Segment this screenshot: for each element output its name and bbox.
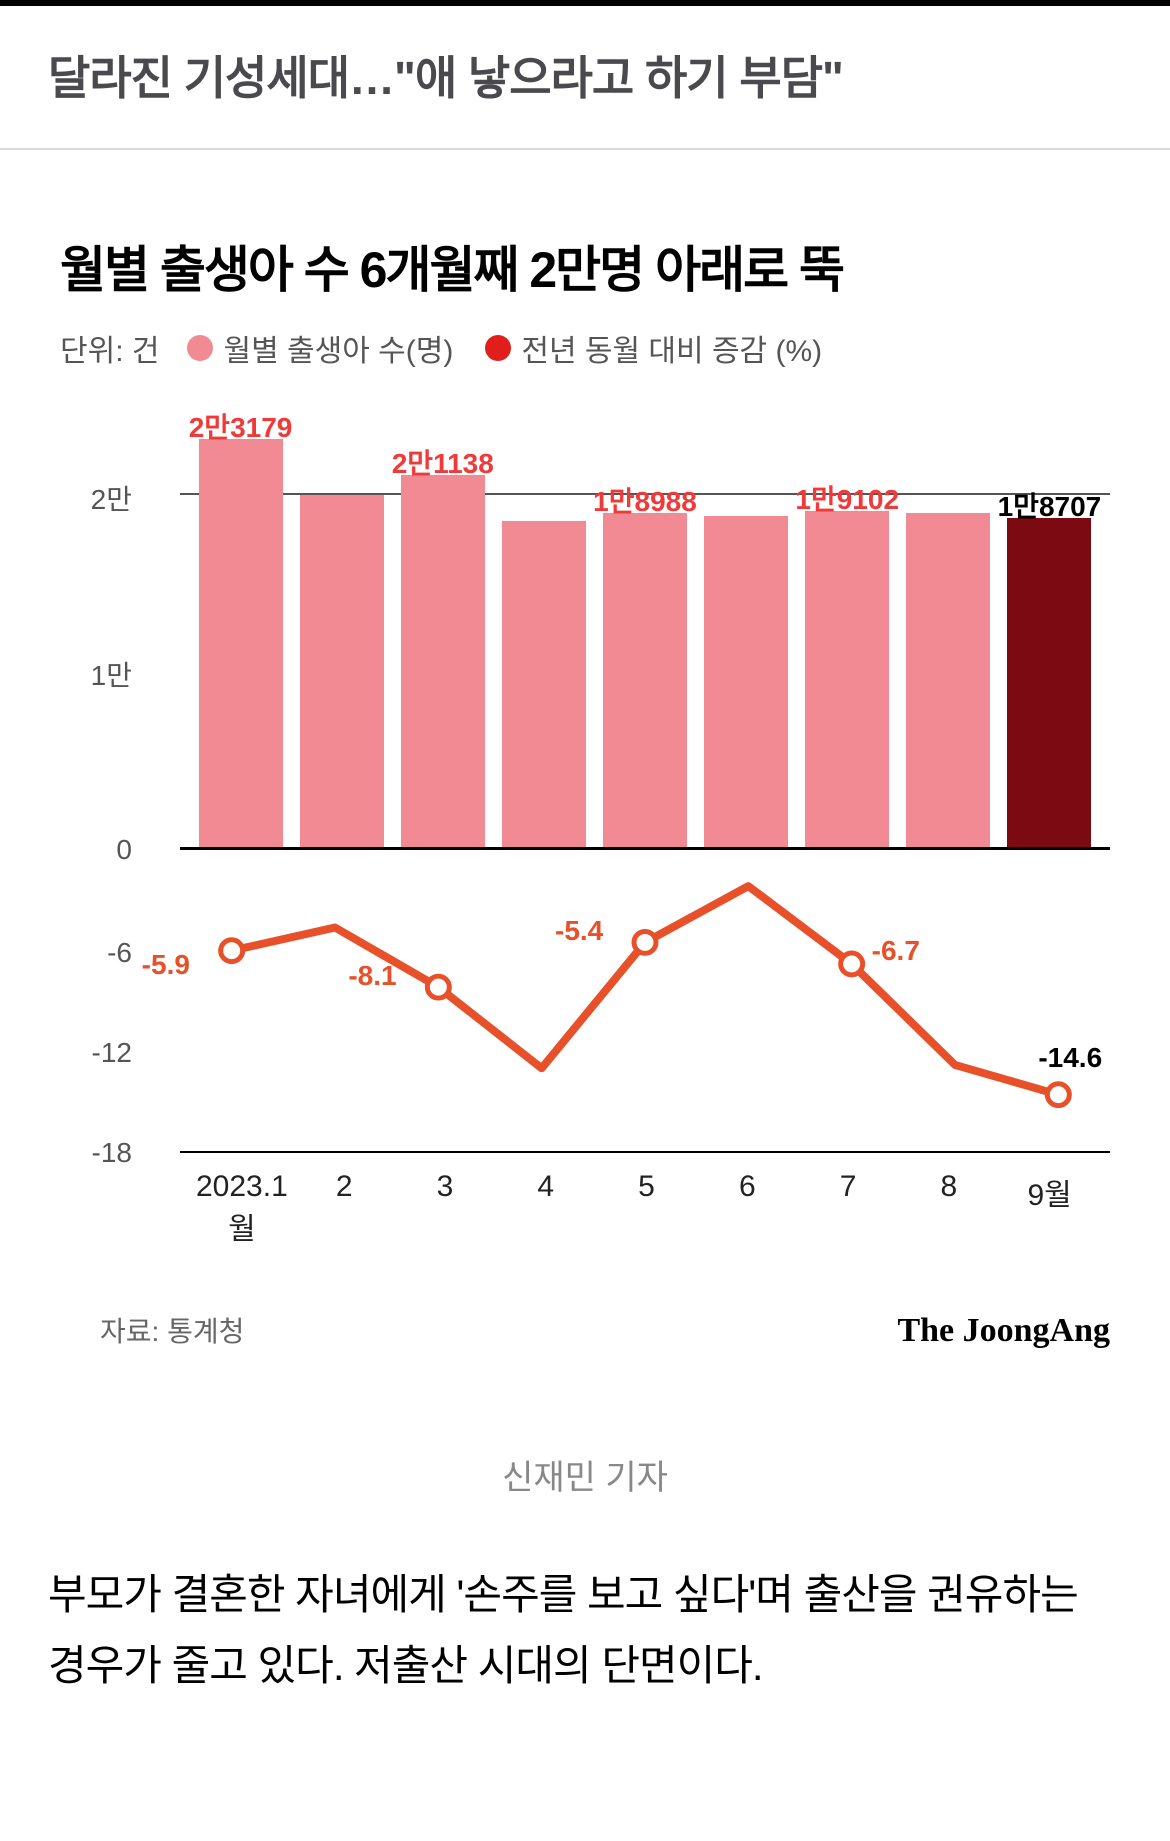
line-marker	[427, 976, 449, 998]
x-axis-tick: 9월	[999, 1170, 1100, 1248]
line-y-axis: -6-12-18	[60, 853, 140, 1153]
legend-label-bars: 월별 출생아 수(명)	[223, 326, 453, 370]
line-y-tick: -6	[107, 937, 132, 969]
x-axis-tick: 3	[395, 1170, 496, 1248]
chart-legend: 단위: 건 월별 출생아 수(명) 전년 동월 대비 증감 (%)	[60, 326, 1110, 370]
line-value-label: -14.6	[1038, 1042, 1102, 1074]
bar-rect	[401, 475, 485, 847]
bar-column: 1만9102	[797, 410, 898, 847]
bar-rect	[603, 513, 687, 847]
legend-label-line: 전년 동월 대비 증감 (%)	[521, 326, 822, 370]
bar-value-label: 2만3179	[189, 406, 293, 446]
bar-column	[291, 410, 392, 847]
bar-column: 1만8988	[594, 410, 695, 847]
chart-plot-area: 2만1만0 2만31792만11381만89881만91021만8707 -6-…	[100, 410, 1110, 1250]
x-axis-tick: 4	[495, 1170, 596, 1248]
line-marker	[841, 953, 863, 975]
article-byline: 신재민 기자	[0, 1450, 1170, 1499]
legend-swatch-line	[485, 335, 511, 361]
line-chart-region: -5.9-8.1-5.4-6.7-14.6	[180, 853, 1110, 1153]
bar-rect	[906, 513, 990, 847]
bar-chart-region: 2만3179 2만1138 1만8988 1만9102 1만8707	[180, 410, 1110, 850]
article-body: 부모가 결혼한 자녀에게 '손주를 보고 싶다'며 출산을 권유하는 경우가 줄…	[0, 1559, 1170, 1702]
bar-rect	[805, 511, 889, 847]
line-value-label: -8.1	[348, 960, 396, 992]
bar-value-label: 1만8988	[593, 480, 697, 520]
bar-column: 2만3179	[190, 410, 291, 847]
chart-unit-label: 단위: 건	[60, 326, 159, 370]
x-axis-tick: 6	[697, 1170, 798, 1248]
article-headline: 달라진 기성세대…"애 낳으라고 하기 부담"	[0, 42, 1170, 150]
bar-value-label: 1만9102	[795, 478, 899, 518]
chart-container: 월별 출생아 수 6개월째 2만명 아래로 뚝 단위: 건 월별 출생아 수(명…	[0, 150, 1170, 1280]
line-svg	[180, 853, 1110, 1151]
line-marker	[634, 931, 656, 953]
bar-column: 1만8707	[999, 410, 1100, 847]
bar-column: 2만1138	[392, 410, 493, 847]
bar-rect	[300, 495, 384, 847]
line-y-tick: -12	[92, 1037, 132, 1069]
top-border	[0, 0, 1170, 6]
chart-footer: 자료: 통계청 The JoongAng	[0, 1290, 1170, 1350]
bars-flex: 2만3179 2만1138 1만8988 1만9102 1만8707	[180, 410, 1110, 847]
line-y-tick: -18	[92, 1137, 132, 1169]
x-axis: 2023.1월23456789월	[180, 1170, 1110, 1248]
bar-column	[696, 410, 797, 847]
x-axis-tick: 7	[798, 1170, 899, 1248]
x-axis-tick: 5	[596, 1170, 697, 1248]
chart-source: 자료: 통계청	[100, 1310, 244, 1350]
line-marker	[1047, 1084, 1069, 1106]
legend-swatch-bars	[187, 335, 213, 361]
bar-column	[898, 410, 999, 847]
bar-value-label: 1만8707	[998, 485, 1102, 525]
bar-value-label: 2만1138	[392, 442, 494, 482]
bar-column	[493, 410, 594, 847]
line-marker	[221, 940, 243, 962]
x-axis-tick: 8	[898, 1170, 999, 1248]
line-value-label: -6.7	[872, 935, 920, 967]
bar-rect	[704, 516, 788, 847]
bar-y-tick: 1만	[91, 654, 132, 694]
x-axis-tick: 2	[294, 1170, 395, 1248]
chart-title: 월별 출생아 수 6개월째 2만명 아래로 뚝	[60, 230, 1110, 302]
x-axis-tick: 2023.1월	[190, 1170, 294, 1248]
bar-y-tick: 2만	[91, 478, 132, 518]
bar-rect	[502, 521, 586, 847]
line-value-label: -5.4	[555, 915, 603, 947]
line-value-label: -5.9	[142, 949, 190, 981]
chart-brand: The JoongAng	[897, 1312, 1110, 1350]
bar-rect	[199, 439, 283, 847]
bar-rect	[1007, 518, 1091, 847]
bar-y-axis: 2만1만0	[60, 410, 140, 850]
